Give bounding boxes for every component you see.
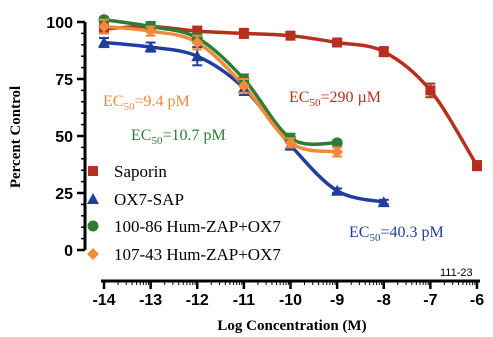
ec50-label: EC50=9.4 pM: [103, 93, 190, 113]
ec50-label: EC50=290 µM: [289, 89, 381, 109]
data-point: [98, 20, 110, 33]
y-tick-label: 0: [64, 243, 73, 260]
legend-marker: [87, 220, 99, 232]
legend-marker: [87, 248, 99, 260]
y-tick-label: 75: [55, 72, 73, 89]
ec50-annotations: EC50=9.4 pM EC50=10.7 pM EC50=290 µM EC50=4…: [103, 89, 444, 244]
y-axis-title: Percent Control: [8, 86, 24, 188]
data-point: [192, 26, 203, 37]
x-tick-label: -6: [470, 292, 484, 309]
legend-label: OX7-SAP: [114, 190, 184, 209]
data-point: [144, 41, 157, 53]
y-tick-label: 25: [55, 186, 73, 203]
x-tick-label: -9: [330, 292, 344, 309]
figure-code: 111-23: [440, 267, 473, 279]
x-tick-label: -11: [233, 292, 255, 309]
ec50-label: EC50=40.3 pM: [349, 224, 444, 244]
data-point: [472, 160, 482, 171]
data-point: [191, 36, 204, 49]
data-point: [331, 145, 344, 158]
data-point: [425, 85, 436, 96]
y-tick-label: 100: [46, 15, 73, 32]
axes: 0 25 50 75 100 -14 -13 -12 -11 -10 -9 -8 -7 -6: [46, 15, 484, 309]
data-markers: [98, 14, 482, 208]
data-point: [285, 30, 296, 41]
legend-label: Saporin: [114, 162, 167, 181]
data-point: [284, 136, 297, 149]
legend-marker: [87, 193, 99, 204]
legend-item: 107-43 Hum-ZAP+OX7: [87, 245, 281, 264]
legend-item: 100-86 Hum-ZAP+OX7: [87, 217, 281, 236]
x-axis-title: Log Concentration (M): [217, 318, 366, 334]
x-tick-label: -10: [279, 292, 302, 309]
data-point: [377, 196, 390, 208]
data-point: [191, 50, 204, 62]
x-tick-label: -13: [139, 292, 162, 309]
data-point: [144, 25, 157, 38]
x-tick-label: -7: [423, 292, 437, 309]
data-point: [237, 79, 250, 92]
data-point: [378, 46, 389, 57]
legend: Saporin OX7-SAP 100-86 Hum-ZAP+OX7 107-43 H…: [87, 162, 281, 264]
data-point: [98, 36, 110, 48]
data-point: [331, 184, 344, 196]
legend-marker: [88, 166, 98, 176]
ec50-label: EC50=10.7 pM: [131, 127, 226, 147]
legend-item: Saporin: [88, 162, 167, 181]
legend-label: 100-86 Hum-ZAP+OX7: [114, 217, 281, 236]
y-tick-label: 50: [55, 129, 73, 146]
x-tick-label: -12: [186, 292, 209, 309]
x-tick-label: -14: [92, 292, 115, 309]
legend-item: OX7-SAP: [87, 190, 184, 209]
legend-label: 107-43 Hum-ZAP+OX7: [114, 245, 281, 264]
data-point: [331, 137, 343, 149]
data-point: [238, 28, 249, 39]
x-tick-label: -8: [377, 292, 391, 309]
data-point: [332, 37, 343, 48]
